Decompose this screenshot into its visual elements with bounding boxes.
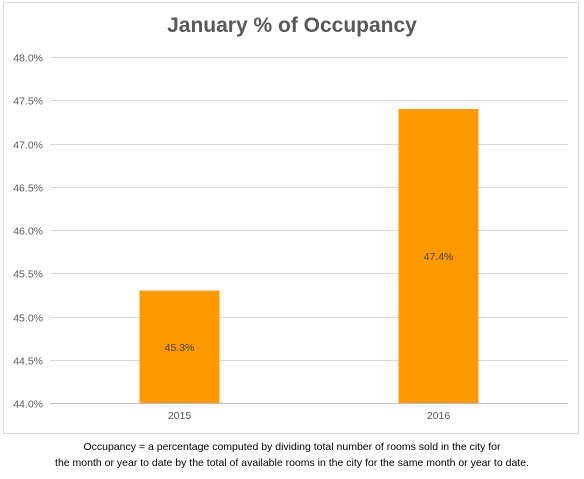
x-tick-label: 2015	[168, 410, 192, 422]
chart-frame	[3, 2, 579, 434]
y-tick-label: 46.5%	[13, 183, 43, 195]
y-tick-label: 44.5%	[13, 356, 43, 368]
y-tick-label: 48.0%	[13, 53, 43, 65]
footnote: Occupancy = a percentage computed by div…	[0, 439, 584, 471]
bar-data-label: 45.3%	[165, 342, 195, 354]
footnote-line-1: Occupancy = a percentage computed by div…	[83, 441, 501, 453]
y-tick-label: 44.0%	[13, 399, 43, 411]
y-tick-label: 45.0%	[13, 313, 43, 325]
footnote-line-2: the month or year to date by the total o…	[55, 457, 529, 469]
x-tick-label: 2016	[427, 410, 451, 422]
y-tick-label: 45.5%	[13, 269, 43, 281]
bar-data-label: 47.4%	[424, 251, 454, 263]
y-tick-label: 47.0%	[13, 140, 43, 152]
y-tick-label: 47.5%	[13, 96, 43, 108]
bar	[398, 108, 479, 404]
y-tick-label: 46.0%	[13, 226, 43, 238]
chart-title: January % of Occupancy	[167, 14, 417, 37]
bar	[139, 290, 220, 403]
